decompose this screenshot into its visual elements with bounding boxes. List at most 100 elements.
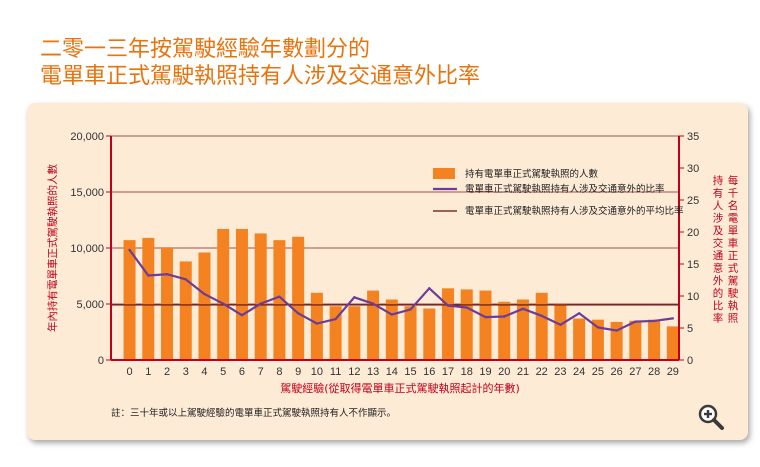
bar xyxy=(123,240,136,360)
rate-line xyxy=(128,249,673,332)
rate-point xyxy=(409,308,412,311)
rate-point xyxy=(559,323,562,326)
y-right-tick-label: 15 xyxy=(687,259,699,271)
x-tick-label: 18 xyxy=(461,366,473,378)
x-tick-label: 23 xyxy=(554,366,566,378)
x-tick-label: 7 xyxy=(258,366,264,378)
bar xyxy=(554,304,567,360)
x-tick-label: 2 xyxy=(164,366,170,378)
y-left-tick-label: 0 xyxy=(98,355,104,367)
rate-point xyxy=(540,314,543,318)
rate-point xyxy=(634,320,637,323)
rate-point xyxy=(128,248,131,252)
rate-point xyxy=(203,292,206,296)
y-right-axis-title: 每千名電單車正式駕駛執照 xyxy=(728,174,739,325)
bar xyxy=(161,248,174,360)
bar xyxy=(591,319,604,360)
x-tick-label: 19 xyxy=(479,366,491,378)
bar xyxy=(142,237,155,360)
chart-title-line2: 電單車正式駕駛執照持有人涉及交通意外比率 xyxy=(40,64,481,89)
y-left-tick-label: 20,000 xyxy=(70,131,104,143)
x-tick-label: 21 xyxy=(517,366,529,378)
rate-point xyxy=(240,314,244,317)
x-tick-label: 0 xyxy=(126,366,132,378)
footnote: 註：三十年或以上駕駛經驗的電單車正式駕駛執照持有人不作顯示。 xyxy=(111,407,396,419)
rate-point xyxy=(596,326,600,329)
rate-point xyxy=(652,319,656,323)
x-tick-label: 26 xyxy=(610,366,622,378)
x-tick-label: 14 xyxy=(386,366,398,378)
x-tick-label: 9 xyxy=(295,366,301,378)
x-tick-label: 28 xyxy=(648,366,660,378)
legend-line-label: 電單車正式駕駛執照持有人涉及交通意外的比率 xyxy=(465,183,665,195)
x-axis-title: 駕駛經驗(從取得電單車正式駕駛執照起計的年數) xyxy=(280,381,520,395)
x-tick-label: 10 xyxy=(311,366,323,378)
rate-point xyxy=(446,304,450,307)
bar xyxy=(292,236,305,360)
bar xyxy=(179,261,192,360)
rate-point xyxy=(296,312,300,315)
rate-point xyxy=(353,296,356,299)
rate-point xyxy=(165,273,169,276)
x-tick-label: 25 xyxy=(592,366,604,378)
x-tick-label: 6 xyxy=(239,366,245,378)
rate-point xyxy=(147,274,150,277)
rate-point xyxy=(371,302,375,305)
y-right-tick-label: 10 xyxy=(687,291,699,303)
x-tick-label: 17 xyxy=(442,366,454,378)
x-tick-label: 20 xyxy=(498,366,510,378)
x-tick-label: 22 xyxy=(536,366,548,378)
rate-point xyxy=(671,317,675,320)
rate-point xyxy=(615,329,618,332)
y-left-tick-label: 5,000 xyxy=(76,299,104,311)
x-tick-label: 29 xyxy=(667,366,679,378)
bar xyxy=(442,288,455,360)
bar xyxy=(217,228,230,360)
x-tick-label: 12 xyxy=(348,366,360,378)
x-tick-label: 24 xyxy=(573,366,585,378)
bar xyxy=(273,240,286,360)
bar xyxy=(610,321,623,360)
rate-point xyxy=(577,312,581,315)
y-left-tick-label: 15,000 xyxy=(70,187,104,199)
y-right-tick-label: 5 xyxy=(687,323,693,335)
bar xyxy=(348,306,361,360)
y-right-tick-label: 35 xyxy=(687,131,699,143)
magnifier-plus-icon[interactable] xyxy=(697,403,725,431)
x-tick-label: 1 xyxy=(145,366,151,378)
legend-avg-label: 電單車正式駕駛執照持有人涉及交通意外的平均比率 xyxy=(465,205,684,217)
bar xyxy=(385,299,398,360)
bar xyxy=(404,306,417,360)
y-right-tick-label: 0 xyxy=(687,355,693,367)
x-tick-label: 16 xyxy=(423,366,435,378)
bar xyxy=(629,320,642,360)
y-right-tick-label: 30 xyxy=(687,163,699,175)
rate-point xyxy=(278,295,281,298)
rate-point xyxy=(315,322,319,325)
bar xyxy=(235,228,248,360)
y-left-axis-title: 年內持有電單車正式駕駛執照的人數 xyxy=(46,164,59,332)
x-tick-label: 3 xyxy=(183,366,189,378)
bar xyxy=(666,326,679,360)
legend-bar-swatch xyxy=(433,168,455,179)
bar xyxy=(254,233,267,360)
rate-point xyxy=(259,302,262,305)
legend-bar-label: 持有電單車正式駕駛執照的人數 xyxy=(465,168,599,180)
bar xyxy=(516,299,529,360)
y-right-tick-label: 20 xyxy=(687,227,699,239)
x-tick-label: 11 xyxy=(330,366,341,378)
y-left-tick-label: 10,000 xyxy=(70,243,104,255)
bar xyxy=(310,292,323,360)
rate-point xyxy=(503,315,506,318)
bar xyxy=(198,252,211,360)
chart-title-line1: 二零一三年按駕駛經驗年數劃分的 xyxy=(40,37,371,62)
x-tick-label: 4 xyxy=(201,366,207,378)
y-right-axis-title: 持有人涉及交通意外的比率 xyxy=(713,174,724,325)
rate-point xyxy=(222,302,225,305)
x-tick-label: 5 xyxy=(220,366,226,378)
rate-point xyxy=(484,315,487,319)
bar xyxy=(648,319,661,360)
bar xyxy=(460,289,473,360)
rate-point xyxy=(521,307,525,310)
